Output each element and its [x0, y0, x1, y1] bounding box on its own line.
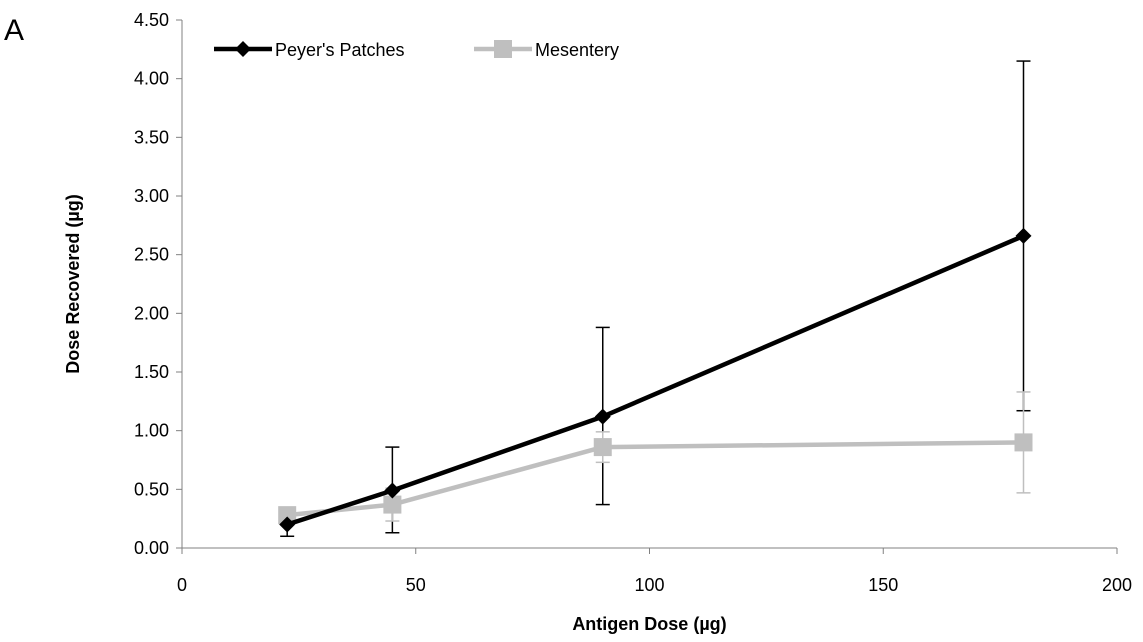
peyer-s-patches-point — [1015, 227, 1032, 244]
legend: Peyer's Patches Mesentery — [214, 40, 619, 60]
peyer-s-patches-point — [384, 482, 401, 499]
axes: 0.00 0.50 1.00 1.50 2.00 2.50 3.00 3.50 4.00 4.50… — [134, 10, 1132, 595]
y-tick-label: 2.00 — [134, 303, 169, 323]
y-tick-label: 0.00 — [134, 538, 169, 558]
x-tick-label: 150 — [868, 575, 898, 595]
peyer-s-patches-line — [286, 233, 1025, 527]
peyer-s-patches-point — [594, 408, 611, 425]
x-tick-label: 50 — [406, 575, 426, 595]
legend-label: Mesentery — [535, 40, 619, 60]
y-tick-label: 2.50 — [134, 245, 169, 265]
mesentery-point — [593, 438, 612, 457]
x-tick-label: 200 — [1102, 575, 1132, 595]
y-tick-label: 4.50 — [134, 10, 169, 30]
peyer-s-patches-point — [279, 516, 296, 533]
y-tick-label: 4.00 — [134, 69, 169, 89]
mesentery-point — [1014, 433, 1033, 452]
x-tick-label: 100 — [634, 575, 664, 595]
x-axis-title: Antigen Dose (µg) — [572, 614, 726, 634]
error-bars — [280, 60, 1031, 538]
legend-label: Peyer's Patches — [275, 40, 405, 60]
y-tick-label: 3.50 — [134, 127, 169, 147]
legend-marker — [494, 40, 512, 58]
x-tick-label: 0 — [177, 575, 187, 595]
y-tick-label: 1.00 — [134, 421, 169, 441]
legend-marker — [235, 41, 251, 57]
y-tick-label: 0.50 — [134, 479, 169, 499]
y-tick-label: 1.50 — [134, 362, 169, 382]
series — [278, 227, 1033, 533]
panel-label: A — [4, 14, 25, 47]
y-axis-title: Dose Recovered (µg) — [63, 194, 83, 373]
mesentery-point — [278, 506, 297, 525]
y-tick-label: 3.00 — [134, 186, 169, 206]
mesentery-point — [383, 495, 402, 514]
